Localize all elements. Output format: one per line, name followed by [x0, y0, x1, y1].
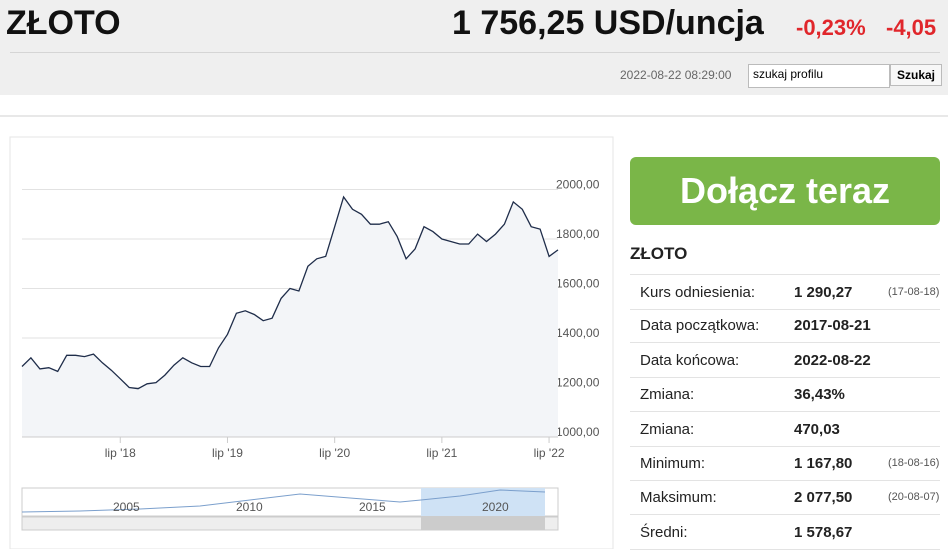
panel-note: (18-08-16): [888, 457, 940, 469]
panel-value: 36,43%: [794, 386, 845, 404]
divider: [10, 52, 940, 53]
y-tick-label: 1200,00: [556, 376, 600, 390]
x-tick-label: lip '21: [426, 446, 457, 460]
panel-row: Zmiana: 470,03: [630, 412, 940, 447]
search-button[interactable]: Szukaj: [890, 64, 942, 86]
panel-label: Zmiana:: [640, 386, 695, 404]
panel-row: Kurs odniesienia: 1 290,27 (17-08-18): [630, 274, 940, 310]
title: ZŁOTO: [6, 4, 121, 42]
x-tick-label: lip '18: [105, 446, 136, 460]
change-abs: -4,05: [886, 15, 937, 40]
panel-value: 1 578,67: [794, 523, 853, 541]
panel-label: Minimum:: [640, 455, 706, 472]
panel-value: 1 290,27: [794, 284, 853, 301]
join-button[interactable]: Dołącz teraz: [630, 157, 940, 225]
navigator-label: 2015: [359, 500, 386, 514]
y-tick-label: 1400,00: [556, 326, 600, 340]
panel-label: Maksimum:: [640, 489, 717, 507]
x-tick-label: lip '22: [534, 446, 565, 460]
y-tick-label: 1000,00: [556, 425, 600, 439]
panel-label: Data początkowa:: [640, 317, 760, 335]
panel-note: (20-08-07): [888, 491, 940, 504]
panel-row: Minimum: 1 167,80 (18-08-16): [630, 446, 940, 481]
navigator-line: [21, 489, 546, 513]
panel-title: ZŁOTO: [630, 244, 688, 263]
price: 1 756,25 USD/uncja: [452, 4, 764, 42]
panel-row: Zmiana: 36,43%: [630, 377, 940, 413]
panel-row: Data początkowa: 2017-08-21: [630, 308, 940, 344]
search-input[interactable]: szukaj profilu: [748, 64, 890, 88]
panel-value: 2 077,50: [794, 489, 853, 507]
panel-value: 2017-08-21: [794, 317, 871, 335]
panel-value: 2022-08-22: [794, 351, 871, 369]
panel-row: Maksimum: 2 077,50 (20-08-07): [630, 480, 940, 516]
panel-row: Średni: 1 578,67: [630, 515, 940, 550]
panel-label: Kurs odniesienia:: [640, 284, 756, 301]
panel-row: Data końcowa: 2022-08-22: [630, 343, 940, 378]
panel-label: Średni:: [640, 523, 688, 541]
change-pct: -0,23%: [796, 15, 866, 40]
chart: 2005 2010 2015 2020 1000,00 1200,00 1400,00 16…: [9, 136, 614, 549]
divider: [0, 115, 948, 117]
panel-label: Data końcowa:: [640, 351, 740, 369]
navigator: 2005 2010 2015 2020: [21, 487, 559, 531]
navigator-label: 2005: [113, 500, 140, 514]
datetime: 2022-08-22 08:29:00: [620, 68, 732, 82]
y-tick-label: 2000,00: [556, 178, 600, 192]
x-tick-label: lip '20: [319, 446, 350, 460]
panel-value: 470,03: [794, 420, 840, 438]
line: [21, 195, 559, 390]
panel-value: 1 167,80: [794, 455, 853, 472]
x-tick-label: lip '19: [212, 446, 243, 460]
panel-label: Zmiana:: [640, 420, 695, 438]
scrollbar-thumb[interactable]: [421, 517, 545, 530]
header: ZŁOTO 1 756,25 USD/uncja -0,23% -4,05 20…: [0, 0, 948, 95]
navigator-label: 2020: [482, 500, 509, 514]
panel-note: (17-08-18): [888, 286, 940, 298]
y-tick-label: 1800,00: [556, 227, 600, 241]
y-tick-label: 1600,00: [556, 277, 600, 291]
navigator-label: 2010: [236, 500, 263, 514]
area: [22, 197, 558, 437]
